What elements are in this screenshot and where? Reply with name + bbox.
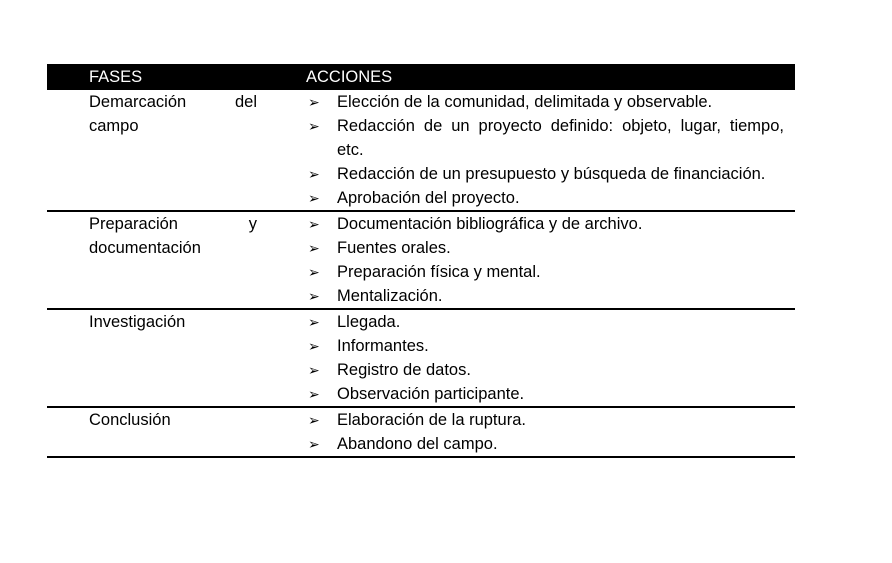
arrow-bullet-icon: ➢	[308, 338, 320, 354]
action-item: ➢ Preparación física y mental.	[308, 260, 795, 284]
action-item: ➢ Fuentes orales.	[308, 236, 795, 260]
action-item: ➢ Observación participante.	[308, 382, 795, 406]
action-text: Registro de datos.	[337, 361, 471, 379]
action-item: ➢ Llegada.	[308, 310, 795, 334]
header-fases: FASES	[89, 68, 143, 86]
action-text: Observación participante.	[337, 385, 525, 403]
arrow-bullet-icon: ➢	[308, 314, 320, 330]
arrow-bullet-icon: ➢	[308, 216, 320, 232]
action-item: ➢ Mentalización.	[308, 284, 795, 308]
action-text: Mentalización.	[337, 287, 443, 305]
action-text: Redacción de un presupuesto y búsqueda d…	[337, 165, 766, 183]
action-item: ➢ Registro de datos.	[308, 358, 795, 382]
action-item: ➢ Informantes.	[308, 334, 795, 358]
table-row: Investigación ➢ Llegada. ➢ Informantes. ➢ Regi…	[47, 310, 795, 408]
action-item: ➢ Aprobación del proyecto.	[308, 186, 795, 210]
action-item: ➢ Abandono del campo.	[308, 432, 795, 456]
action-text: Fuentes orales.	[337, 239, 451, 257]
arrow-bullet-icon: ➢	[308, 94, 320, 110]
arrow-bullet-icon: ➢	[308, 240, 320, 256]
table-row: Preparación y documentación ➢ Documentació…	[47, 212, 795, 310]
table-header: FASES ACCIONES	[47, 64, 795, 90]
table-row: Demarcación del campo ➢ Elección de la com…	[47, 90, 795, 212]
arrow-bullet-icon: ➢	[308, 264, 320, 280]
header-acciones: ACCIONES	[306, 68, 393, 86]
action-text: Redacción de un proyecto definido: objet…	[337, 117, 784, 159]
arrow-bullet-icon: ➢	[308, 362, 320, 378]
action-text: Elaboración de la ruptura.	[337, 411, 526, 429]
arrow-bullet-icon: ➢	[308, 118, 320, 134]
action-item: ➢ Redacción de un presupuesto y búsqueda …	[308, 162, 795, 186]
fase-cell: Conclusión	[89, 411, 171, 429]
fase-cell: Preparación y documentación	[89, 215, 257, 257]
action-item: ➢ Elección de la comunidad, delimitada y …	[308, 90, 795, 114]
action-item: ➢ Redacción de un proyecto definido: obje…	[308, 114, 795, 162]
arrow-bullet-icon: ➢	[308, 386, 320, 402]
table-row: Conclusión ➢ Elaboración de la ruptura. ➢ Ab…	[47, 408, 795, 458]
fase-cell: Demarcación del campo	[89, 93, 257, 135]
fase-cell: Investigación	[89, 313, 186, 331]
action-item: ➢ Elaboración de la ruptura.	[308, 408, 795, 432]
action-text: Abandono del campo.	[337, 435, 498, 453]
action-text: Documentación bibliográfica y de archivo…	[337, 215, 643, 233]
action-text: Llegada.	[337, 313, 401, 331]
arrow-bullet-icon: ➢	[308, 166, 320, 182]
action-text: Informantes.	[337, 337, 429, 355]
action-item: ➢ Documentación bibliográfica y de archiv…	[308, 212, 795, 236]
arrow-bullet-icon: ➢	[308, 288, 320, 304]
action-text: Preparación física y mental.	[337, 263, 541, 281]
phases-table: FASES ACCIONES Demarcación del campo ➢ Ele…	[47, 64, 795, 458]
arrow-bullet-icon: ➢	[308, 412, 320, 428]
arrow-bullet-icon: ➢	[308, 436, 320, 452]
arrow-bullet-icon: ➢	[308, 190, 320, 206]
action-text: Aprobación del proyecto.	[337, 189, 520, 207]
action-text: Elección de la comunidad, delimitada y o…	[337, 93, 713, 111]
